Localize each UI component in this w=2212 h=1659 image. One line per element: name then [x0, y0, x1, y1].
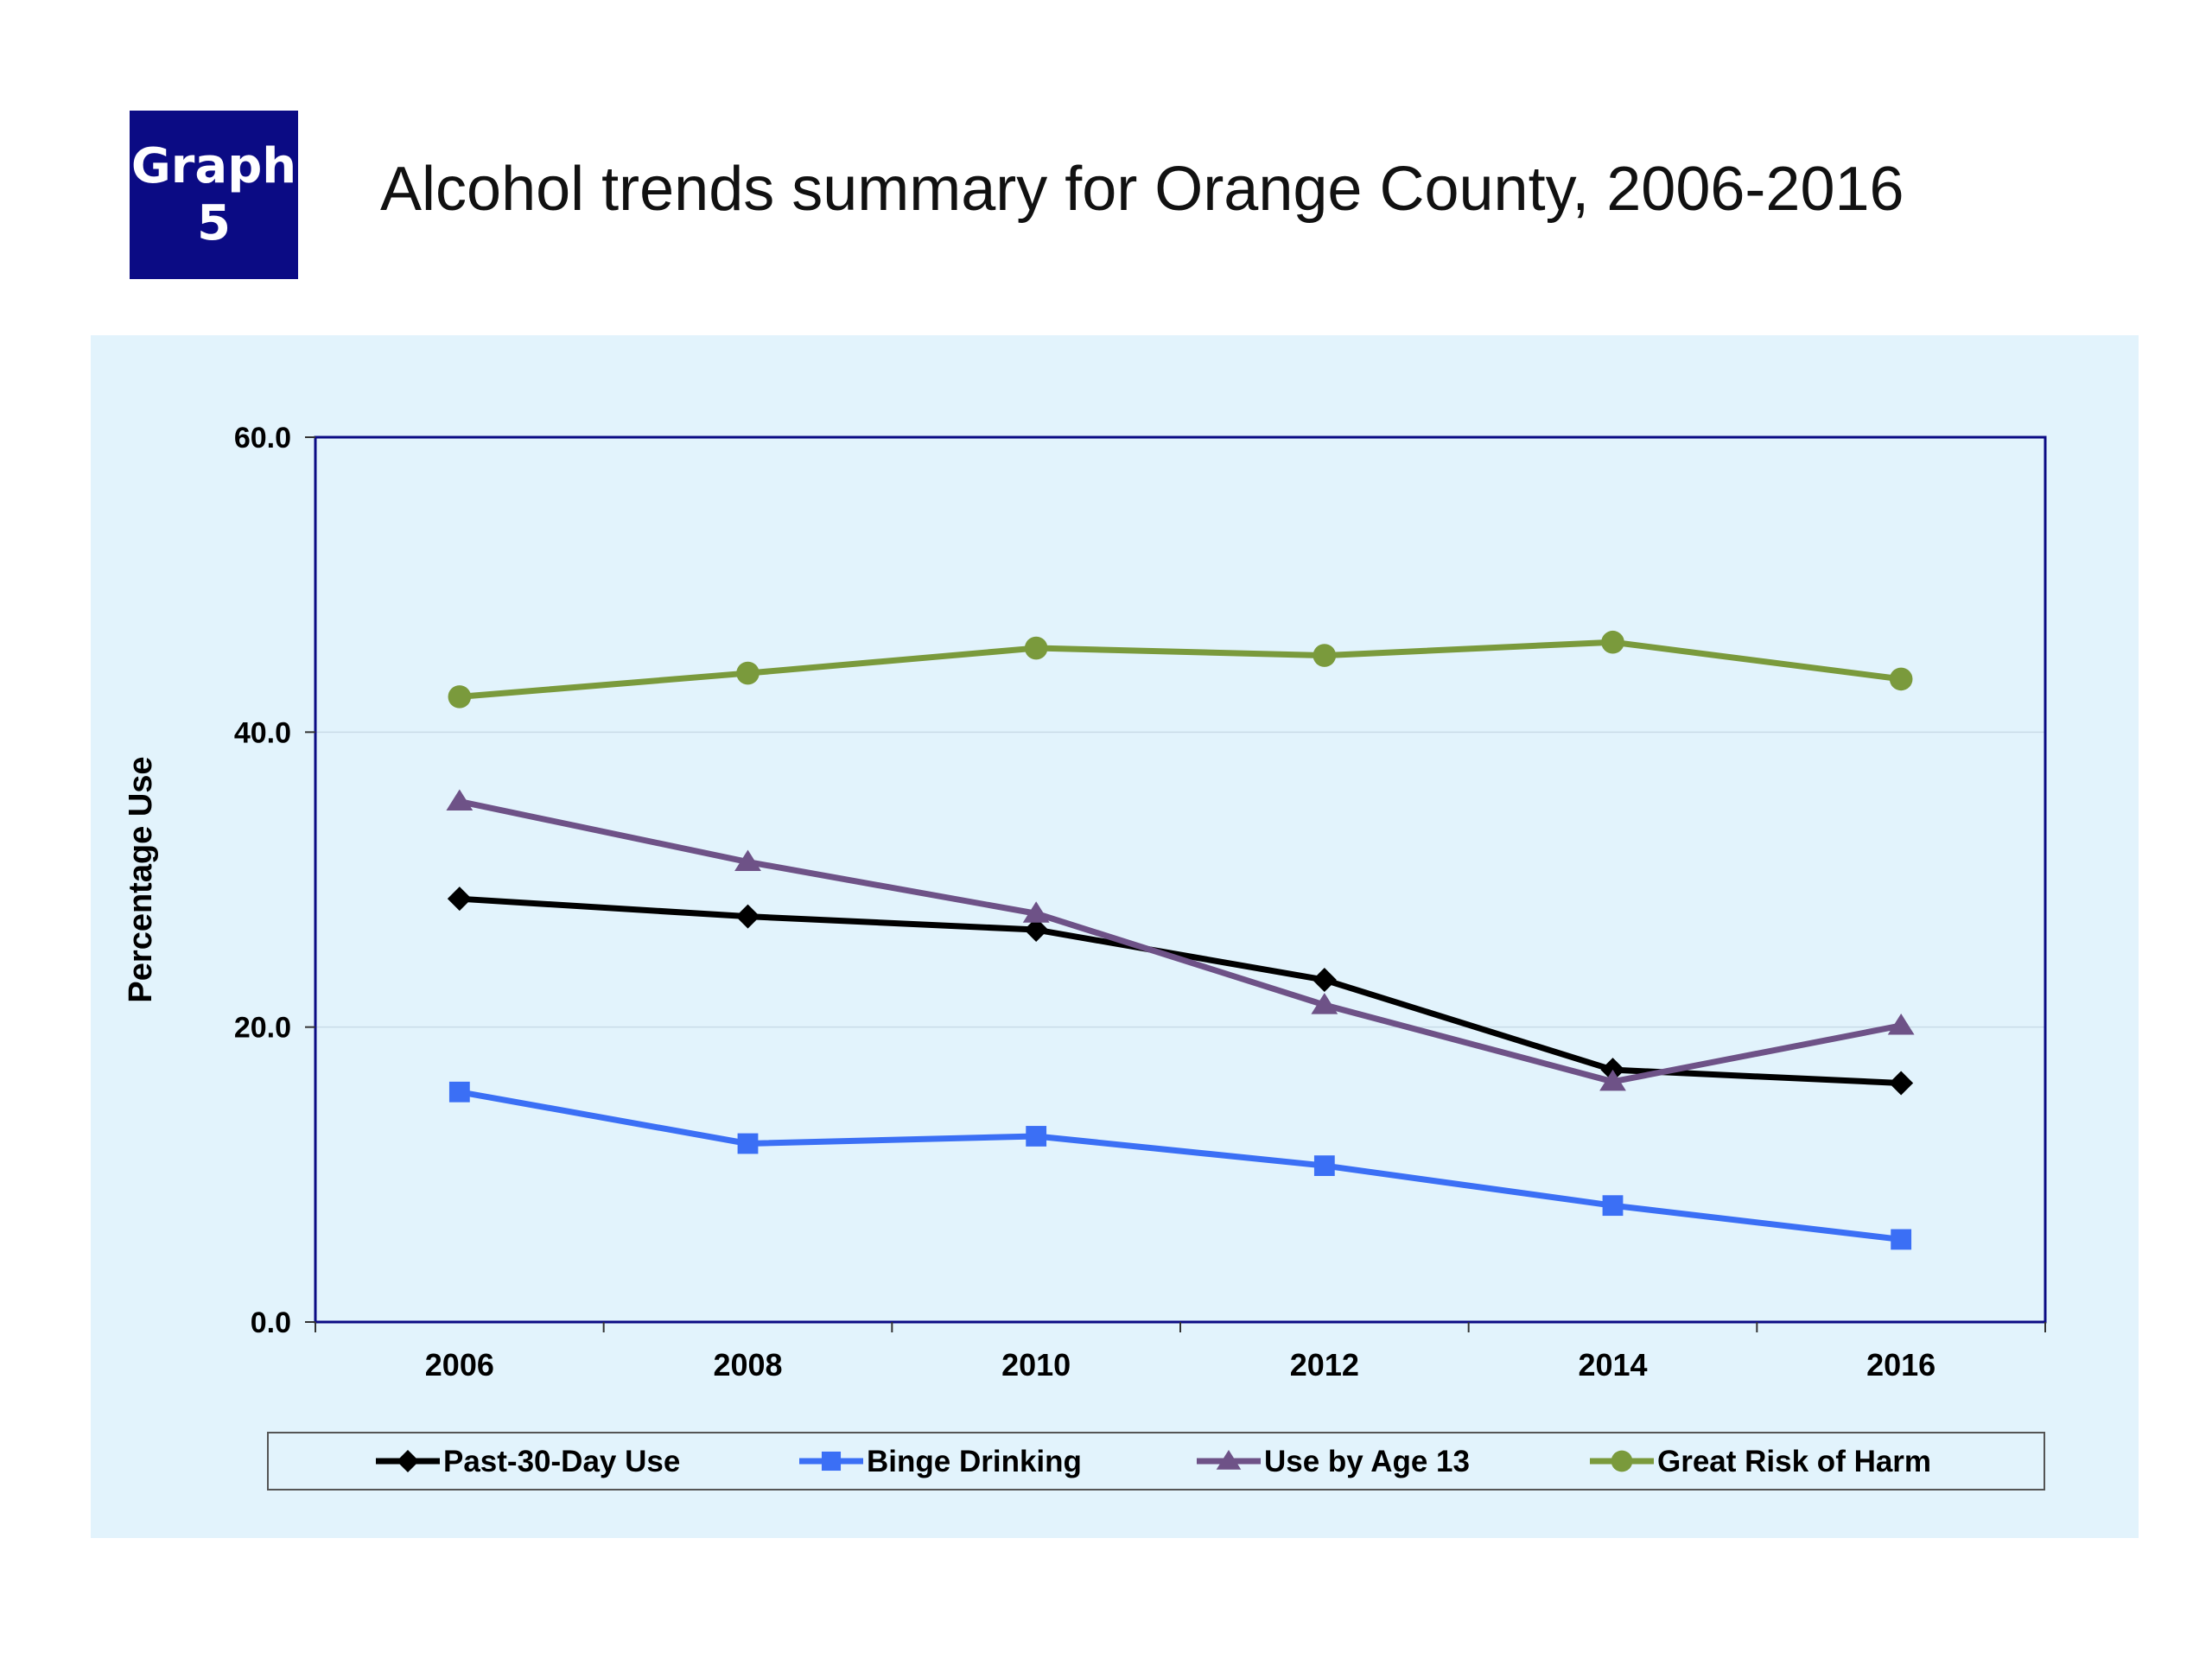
data-point-use-by-age-13: [1311, 993, 1338, 1014]
data-point-use-by-age-13: [1887, 1013, 1915, 1035]
series-line-great-risk-of-harm: [459, 639, 1902, 700]
legend-label-past-30-day-use: Past-30-Day Use: [443, 1445, 680, 1478]
chart-title: Alcohol trends summary for Orange County…: [380, 155, 1904, 224]
data-point-great-risk-of-harm: [1313, 644, 1337, 667]
x-tick-label: 2010: [1001, 1347, 1071, 1382]
data-point-past-30-day-use: [1312, 968, 1337, 993]
data-point-great-risk-of-harm: [1889, 667, 1913, 691]
y-tick-label: 0.0: [251, 1306, 291, 1339]
data-point-great-risk-of-harm: [448, 685, 472, 709]
x-tick-label: 2012: [1290, 1347, 1359, 1382]
x-tick-label: 2006: [425, 1347, 494, 1382]
plot-area: [315, 437, 2045, 1322]
graph-number-badge: Graph 5: [130, 111, 298, 279]
badge-number: 5: [197, 194, 231, 251]
legend-marker-past-30-day-use: [397, 1450, 419, 1472]
chart-panel: 0.0 20.0 40.0 60.0 2006 2008 2010 2012 2014 2016 P…: [91, 335, 2139, 1538]
legend-marker-great-risk-of-harm: [1611, 1450, 1633, 1472]
data-point-great-risk-of-harm: [736, 661, 760, 685]
series-line-use-by-age-13: [459, 798, 1902, 1085]
legend-marker-use-by-age-13: [1216, 1450, 1242, 1470]
data-point-past-30-day-use: [735, 904, 760, 929]
data-point-past-30-day-use: [1024, 918, 1049, 943]
badge-label: Graph: [130, 137, 297, 194]
x-tick-label: 2016: [1866, 1347, 1936, 1382]
data-point-great-risk-of-harm: [1601, 630, 1624, 654]
y-axis-label: Percentage Use: [123, 756, 159, 1002]
data-point-use-by-age-13: [1599, 1069, 1626, 1091]
y-tick-label: 20.0: [234, 1012, 291, 1045]
data-point-binge-drinking: [1891, 1229, 1912, 1250]
y-tick-label: 40.0: [234, 716, 291, 749]
legend-label-great-risk-of-harm: Great Risk of Harm: [1657, 1445, 1931, 1478]
data-point-binge-drinking: [1602, 1195, 1624, 1217]
data-point-great-risk-of-harm: [1024, 636, 1048, 660]
legend-label-binge-drinking: Binge Drinking: [867, 1445, 1082, 1478]
legend-label-use-by-age-13: Use by Age 13: [1264, 1445, 1470, 1478]
legend-box: [267, 1432, 2045, 1491]
legend-marker-binge-drinking: [821, 1451, 842, 1471]
data-point-use-by-age-13: [1022, 901, 1050, 923]
data-point-binge-drinking: [448, 1081, 470, 1103]
y-tick-label: 60.0: [234, 422, 291, 454]
line-chart: 0.0 20.0 40.0 60.0 2006 2008 2010 2012 2014 2016 P…: [123, 422, 2047, 1491]
series-line-binge-drinking: [459, 1089, 1902, 1243]
data-point-binge-drinking: [1313, 1155, 1335, 1176]
data-point-use-by-age-13: [734, 849, 761, 872]
x-tick-label: 2008: [713, 1347, 782, 1382]
data-point-past-30-day-use: [447, 887, 472, 912]
data-point-binge-drinking: [737, 1133, 759, 1154]
data-point-use-by-age-13: [446, 789, 474, 811]
data-point-binge-drinking: [1026, 1126, 1047, 1147]
data-point-past-30-day-use: [1889, 1071, 1914, 1096]
x-tick-label: 2014: [1578, 1347, 1647, 1382]
